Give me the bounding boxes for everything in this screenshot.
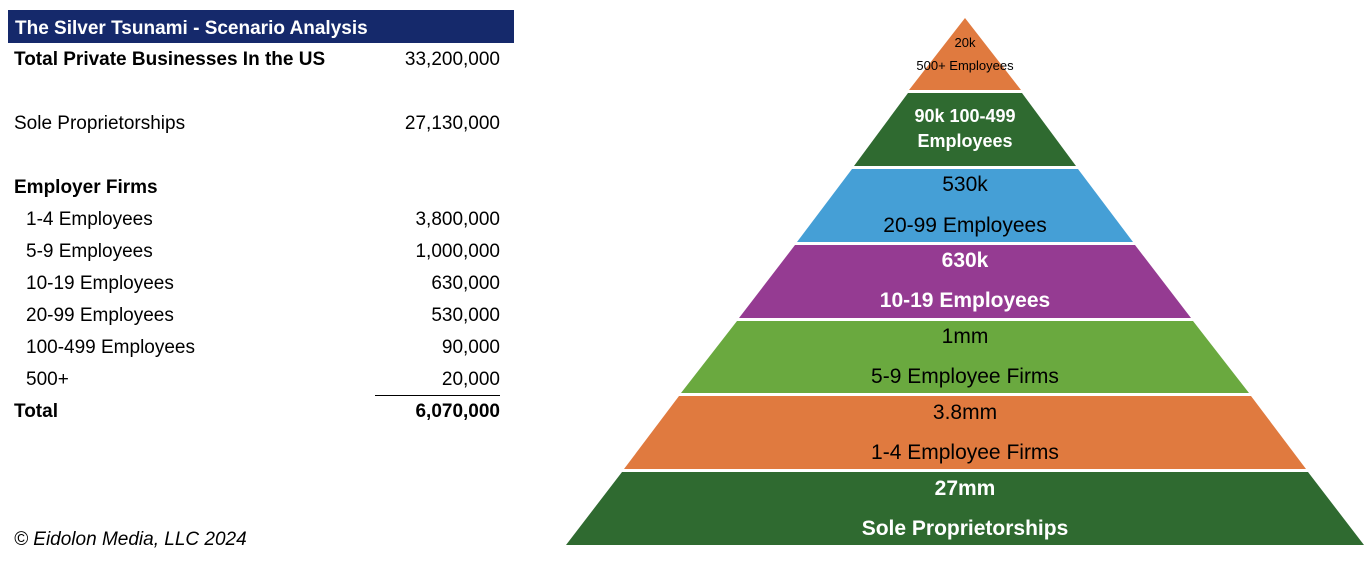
sole-prop-label: Sole Proprietorships [14,113,186,134]
table-row: 100-499 Employees 90,000 [14,334,500,362]
row-value: 1,000,000 [415,241,500,262]
employer-header-label: Employer Firms [14,177,158,198]
pyramid-tier-10-19 [739,245,1191,318]
table-title: The Silver Tsunami - Scenario Analysis [8,10,514,43]
tier-label: Sole Proprietorships [862,517,1069,540]
table-row: 5-9 Employees 1,000,000 [14,238,500,266]
pyramid-tier-20-99 [797,169,1133,242]
tier-label: 20-99 Employees [883,214,1046,237]
pyramid-tier-5-9 [681,321,1249,393]
row-value: 530,000 [431,305,500,326]
total-divider [375,395,500,396]
table-row: 10-19 Employees 630,000 [14,270,500,298]
tier-label: 500+ Employees [916,58,1014,73]
tier-value: 20k [955,35,976,50]
row-label: 20-99 Employees [26,305,174,326]
tier-value: 27mm [935,477,996,500]
row-label: 5-9 Employees [26,241,153,262]
tier-label: 1-4 Employee Firms [871,441,1059,464]
row-label: 500+ [26,369,69,390]
table-row: 500+ 20,000 [14,366,500,394]
sole-prop-row: Sole Proprietorships 27,130,000 [14,110,500,138]
tier-value: 530k [942,173,988,196]
pyramid-tier-500-plus [909,18,1021,90]
tier-value: 3.8mm [933,401,997,424]
row-label: 100-499 Employees [26,337,195,358]
total-row: Total 6,070,000 [14,398,500,426]
total-value: 6,070,000 [415,401,500,422]
sole-prop-value: 27,130,000 [404,113,500,134]
employer-header-row: Employer Firms [14,174,500,202]
tier-value: 1mm [942,325,989,348]
total-private-value: 33,200,000 [404,49,500,70]
tier-label: 5-9 Employee Firms [871,365,1059,388]
row-value: 90,000 [441,337,500,358]
copyright-text: © Eidolon Media, LLC 2024 [14,529,247,550]
row-label: 1-4 Employees [26,209,153,230]
pyramid-tier-sole-proprietorships [566,472,1364,545]
total-private-label: Total Private Businesses In the US [14,49,326,70]
tier-value: 630k [942,249,989,272]
row-label: 10-19 Employees [26,273,174,294]
pyramid-tier-100-499 [854,93,1076,166]
row-value: 630,000 [431,273,500,294]
total-private-row: Total Private Businesses In the US 33,20… [14,46,500,74]
tier-label: 10-19 Employees [880,289,1050,312]
tier-label: Employees [917,131,1012,151]
total-label: Total [14,401,58,422]
tier-value: 90k 100-499 [914,106,1015,126]
pyramid-tier-1-4 [624,396,1306,469]
table-row: 1-4 Employees 3,800,000 [14,206,500,234]
row-value: 20,000 [441,369,500,390]
table-row: 20-99 Employees 530,000 [14,302,500,330]
row-value: 3,800,000 [415,209,500,230]
